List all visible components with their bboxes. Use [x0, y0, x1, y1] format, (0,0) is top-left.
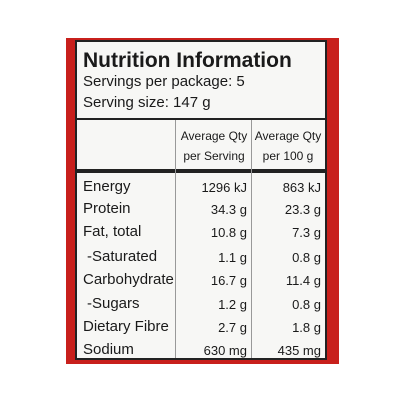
nutrient-value: 1.1 g: [218, 250, 247, 265]
nutrient-value: 0.8 g: [292, 250, 321, 265]
nutrient-value: 1.8 g: [292, 320, 321, 335]
column-rule: [251, 120, 252, 358]
nutrient-value: 1296 kJ: [201, 180, 247, 195]
nutrient-value: 16.7 g: [210, 273, 247, 288]
column-header: Average Qty: [254, 129, 322, 143]
nutrient-value: 7.3 g: [292, 225, 321, 240]
nutrient-name: Fat, total: [83, 223, 142, 240]
nutrient-name: Dietary Fibre: [83, 318, 169, 335]
nutrient-name: Protein: [83, 200, 131, 217]
serving-size: Serving size: 147 g: [83, 94, 211, 111]
column-header: per 100 g: [262, 149, 314, 163]
nutrient-value: 10.8 g: [210, 225, 247, 240]
nutrient-value: 2.7 g: [218, 320, 247, 335]
nutrient-value: 0.8 g: [292, 297, 321, 312]
servings-per-package: Servings per package: 5: [83, 73, 245, 90]
nutrition-panel: Nutrition Information Servings per packa…: [75, 40, 327, 360]
nutrient-name: Energy: [83, 178, 131, 195]
column-rule: [175, 120, 176, 358]
divider: [77, 118, 325, 120]
nutrient-value: 23.3 g: [284, 202, 321, 217]
nutrient-name: -Saturated: [87, 248, 158, 265]
nutrient-name: Carbohydrate: [83, 271, 174, 288]
nutrient-name: -Sugars: [87, 295, 140, 312]
nutrient-value: 34.3 g: [210, 202, 247, 217]
column-header: Average Qty: [180, 129, 248, 143]
nutrient-value: 1.2 g: [218, 297, 247, 312]
nutrient-name: Sodium: [83, 341, 134, 358]
column-header: per Serving: [183, 149, 245, 163]
nutrient-value: 863 kJ: [282, 180, 321, 195]
nutrient-value: 435 mg: [277, 343, 321, 358]
nutrient-value: 630 mg: [203, 343, 247, 358]
divider-thick: [77, 169, 325, 173]
title: Nutrition Information: [83, 49, 292, 72]
nutrient-value: 11.4 g: [285, 273, 321, 288]
